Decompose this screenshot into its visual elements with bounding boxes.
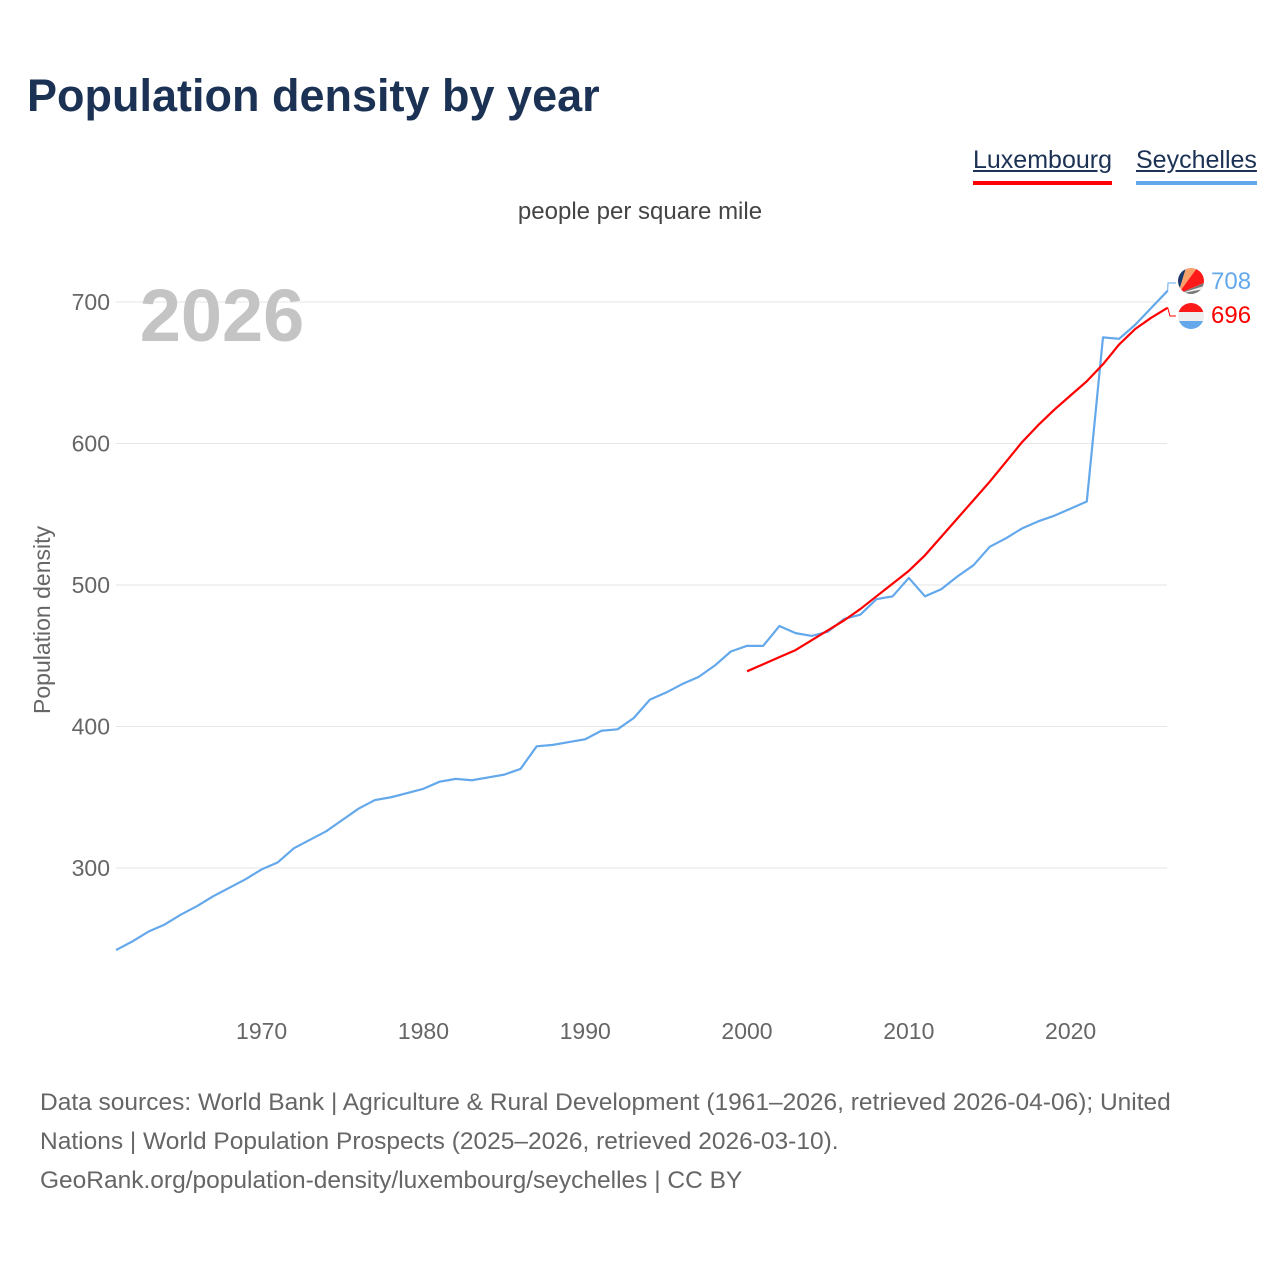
luxembourg-flag-icon — [1178, 303, 1204, 329]
legend-item-seychelles[interactable]: Seychelles — [1136, 146, 1257, 185]
series-line-seychelles[interactable] — [115, 289, 1169, 952]
label-connector — [1167, 307, 1176, 317]
chart-title: Population density by year — [27, 70, 600, 121]
data-sources: Data sources: World Bank | Agriculture &… — [40, 1089, 1171, 1155]
label-connector — [1167, 282, 1176, 291]
legend-label: Seychelles — [1136, 146, 1257, 174]
y-tick-label: 700 — [72, 289, 110, 315]
series-line-luxembourg[interactable] — [746, 306, 1169, 673]
x-tick-label: 1990 — [560, 1018, 611, 1044]
footer: Data sources: World Bank | Agriculture &… — [40, 1083, 1250, 1200]
year-watermark: 2026 — [140, 274, 305, 357]
y-axis-label: Population density — [29, 526, 55, 714]
y-tick-label: 300 — [72, 855, 110, 881]
seychelles-flag-icon — [1178, 268, 1204, 294]
seychelles-end-label: 708 — [1211, 268, 1251, 295]
x-tick-label: 1980 — [398, 1018, 449, 1044]
legend-swatch — [973, 181, 1112, 185]
x-tick-label: 1970 — [236, 1018, 287, 1044]
y-tick-label: 500 — [72, 572, 110, 598]
x-tick-label: 2010 — [883, 1018, 934, 1044]
x-tick-label: 2020 — [1045, 1018, 1096, 1044]
legend-label: Luxembourg — [973, 146, 1112, 174]
chart-subtitle: people per square mile — [517, 198, 763, 225]
x-tick-label: 2000 — [721, 1018, 772, 1044]
y-tick-label: 400 — [72, 714, 110, 740]
y-tick-label: 600 — [72, 431, 110, 457]
source-link[interactable]: GeoRank.org/population-density/luxembour… — [40, 1167, 743, 1194]
luxembourg-end-label: 696 — [1211, 302, 1251, 329]
legend-item-luxembourg[interactable]: Luxembourg — [973, 146, 1112, 185]
legend-swatch — [1136, 181, 1257, 185]
